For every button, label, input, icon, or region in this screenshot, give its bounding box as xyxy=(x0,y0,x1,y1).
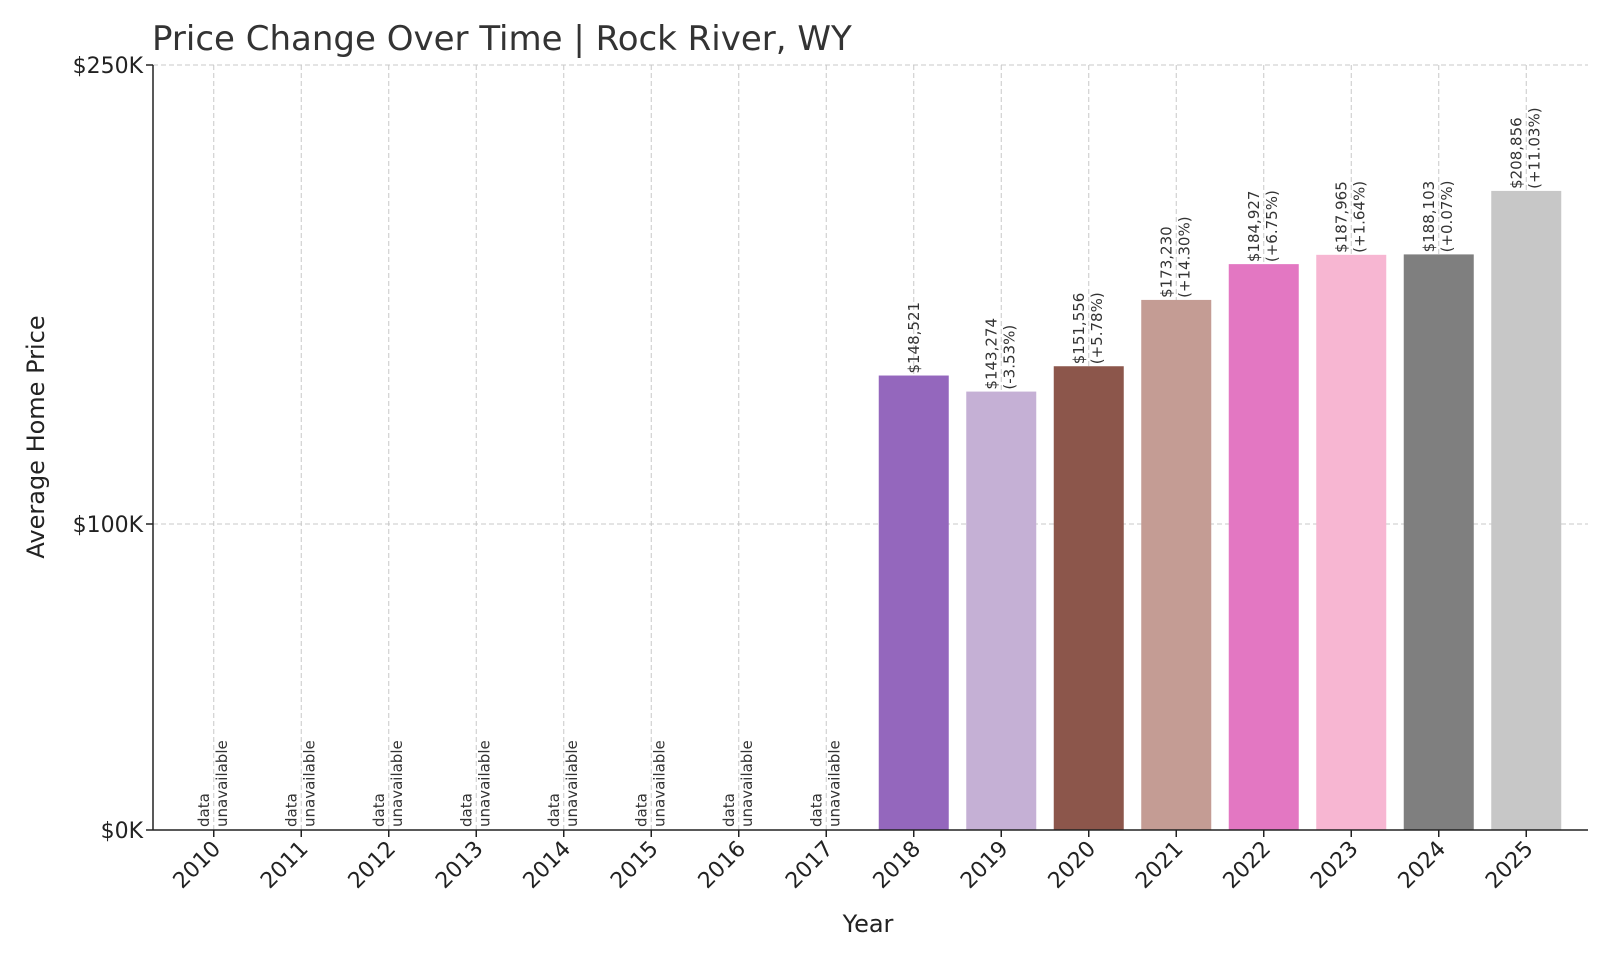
data-unavailable-line-2: unavailable xyxy=(825,740,843,827)
data-unavailable-line-2: unavailable xyxy=(738,740,756,827)
data-unavailable-line-1: data xyxy=(457,793,475,827)
bar-value-label: $143,274(-3.53%) xyxy=(982,318,1018,390)
x-tick-label: 2021 xyxy=(1131,837,1188,894)
data-unavailable-line-1: data xyxy=(720,793,738,827)
bar-price-label: $151,556 xyxy=(1070,293,1088,365)
data-unavailable-label: dataunavailable xyxy=(457,740,493,827)
data-unavailable-label: dataunavailable xyxy=(370,740,406,827)
bar-price-label: $143,274 xyxy=(982,318,1000,390)
bar-price-label: $173,230 xyxy=(1157,226,1175,298)
x-tick-label: 2015 xyxy=(606,837,663,894)
x-axis-label: Year xyxy=(842,910,894,938)
bar-price-label: $148,521 xyxy=(905,302,923,374)
data-unavailable-line-2: unavailable xyxy=(475,740,493,827)
bar-value-label: $173,230(+14.30%) xyxy=(1157,216,1193,297)
bar-change-label: (+6.75%) xyxy=(1263,190,1281,262)
data-unavailable-line-2: unavailable xyxy=(650,740,668,827)
x-tick-label: 2019 xyxy=(956,837,1013,894)
bar xyxy=(878,375,949,830)
bar xyxy=(966,391,1037,830)
bar-value-label: $184,927(+6.75%) xyxy=(1245,190,1281,262)
data-unavailable-label: dataunavailable xyxy=(632,740,668,827)
data-unavailable-line-2: unavailable xyxy=(300,740,318,827)
data-unavailable-line-2: unavailable xyxy=(388,740,406,827)
y-tick-label: $0K xyxy=(101,819,144,844)
bar-value-label: $148,521 xyxy=(905,302,923,374)
bar-change-label: (+11.03%) xyxy=(1525,107,1543,188)
data-unavailable-line-1: data xyxy=(807,793,825,827)
bar-change-label: (-3.53%) xyxy=(1000,325,1018,390)
bar xyxy=(1403,254,1474,831)
x-tick-label: 2018 xyxy=(869,837,926,894)
bar-change-label: (+0.07%) xyxy=(1438,180,1456,252)
x-tick-label: 2025 xyxy=(1481,837,1538,894)
bar-value-label: $187,965(+1.64%) xyxy=(1332,181,1368,253)
x-tick-label: 2014 xyxy=(519,837,576,894)
bar-change-label: (+5.78%) xyxy=(1088,292,1106,364)
x-tick-label: 2020 xyxy=(1044,837,1101,894)
x-tick-label: 2022 xyxy=(1219,837,1276,894)
data-unavailable-line-1: data xyxy=(545,793,563,827)
bar xyxy=(1228,264,1299,830)
data-unavailable-line-2: unavailable xyxy=(563,740,581,827)
x-tick-label: 2016 xyxy=(694,837,751,894)
bar-labels: dataunavailable dataunavailable dataunavai… xyxy=(195,107,1544,827)
chart-title: Price Change Over Time | Rock River, WY xyxy=(152,19,852,59)
y-tick-label: $250K xyxy=(73,54,144,79)
bar-value-label: $208,856(+11.03%) xyxy=(1507,107,1543,188)
bar xyxy=(1141,299,1212,830)
data-unavailable-label: dataunavailable xyxy=(720,740,756,827)
data-unavailable-line-1: data xyxy=(195,793,213,827)
bars xyxy=(878,190,1562,831)
data-unavailable-line-2: unavailable xyxy=(213,740,231,827)
x-tick-label: 2013 xyxy=(431,837,488,894)
data-unavailable-label: dataunavailable xyxy=(545,740,581,827)
bar-value-label: $151,556(+5.78%) xyxy=(1070,292,1106,364)
data-unavailable-line-1: data xyxy=(632,793,650,827)
bar xyxy=(1053,366,1124,830)
bar-price-label: $188,103 xyxy=(1420,181,1438,253)
bar-price-label: $208,856 xyxy=(1507,117,1525,189)
x-tick-label: 2017 xyxy=(781,837,838,894)
bar-price-label: $184,927 xyxy=(1245,191,1263,263)
x-tick-label: 2010 xyxy=(169,837,226,894)
data-unavailable-label: dataunavailable xyxy=(282,740,318,827)
bar-value-label: $188,103(+0.07%) xyxy=(1420,180,1456,252)
x-tick-label: 2011 xyxy=(256,837,313,894)
x-tick-label: 2024 xyxy=(1394,837,1451,894)
bar-change-label: (+1.64%) xyxy=(1350,181,1368,253)
bar xyxy=(1316,254,1387,831)
y-tick-label: $100K xyxy=(73,513,144,538)
data-unavailable-line-1: data xyxy=(370,793,388,827)
x-tick-label: 2012 xyxy=(344,837,401,894)
bar-price-label: $187,965 xyxy=(1332,181,1350,253)
bar-change-label: (+14.30%) xyxy=(1175,216,1193,297)
y-axis-label: Average Home Price xyxy=(22,315,50,558)
bar xyxy=(1491,190,1562,830)
data-unavailable-label: dataunavailable xyxy=(195,740,231,827)
data-unavailable-label: dataunavailable xyxy=(807,740,843,827)
x-tick-label: 2023 xyxy=(1306,837,1363,894)
data-unavailable-line-1: data xyxy=(282,793,300,827)
